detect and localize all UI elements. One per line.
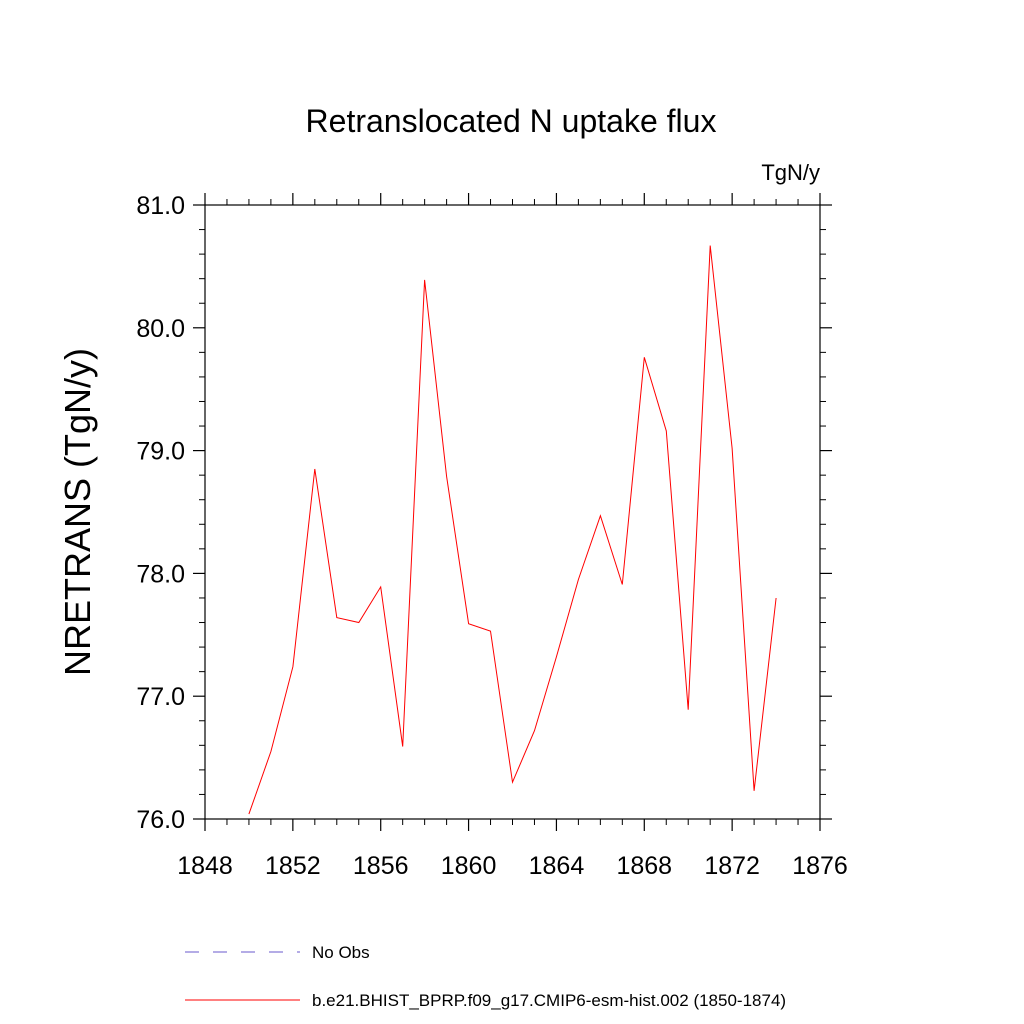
y-axis-label: NRETRANS (TgN/y)	[57, 348, 98, 676]
y-tick-label: 76.0	[136, 806, 185, 834]
legend-label: b.e21.BHIST_BPRP.f09_g17.CMIP6-esm-hist.…	[312, 991, 786, 1010]
x-tick-label: 1876	[792, 852, 848, 880]
series-lines	[248, 245, 777, 815]
legend: No Obs b.e21.BHIST_BPRP.f09_g17.CMIP6-esm…	[185, 943, 786, 1010]
x-tick-label: 1868	[616, 852, 672, 880]
x-tick-label: 1856	[353, 852, 409, 880]
y-tick-label: 81.0	[136, 192, 185, 220]
legend-label: No Obs	[312, 943, 370, 962]
axis-ticks	[193, 193, 832, 831]
x-tick-label: 1872	[704, 852, 760, 880]
x-tick-label: 1852	[265, 852, 321, 880]
chart-title: Retranslocated N uptake flux	[306, 103, 717, 139]
y-tick-label: 80.0	[136, 315, 185, 343]
x-tick-label: 1864	[529, 852, 585, 880]
series-line	[248, 245, 777, 815]
tick-labels: 1848 1852 1856 1860 1864 1868 1872 1876 76.0 77.0…	[136, 192, 847, 880]
y-tick-label: 79.0	[136, 438, 185, 466]
x-tick-label: 1860	[441, 852, 497, 880]
units-label: TgN/y	[761, 160, 820, 185]
y-tick-label: 77.0	[136, 683, 185, 711]
x-tick-label: 1848	[177, 852, 233, 880]
y-tick-label: 78.0	[136, 560, 185, 588]
plot-frame	[204, 204, 821, 820]
